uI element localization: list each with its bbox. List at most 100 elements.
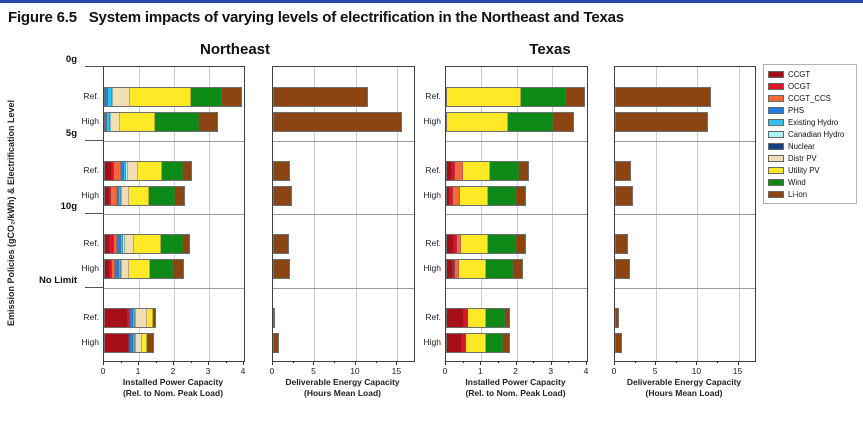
existing-hydro-segment	[132, 333, 135, 352]
row-label-5g-ref: Ref.	[425, 164, 441, 175]
bar-10g-high	[273, 259, 291, 279]
li-ion-segment	[616, 235, 628, 253]
ocgt-segment	[452, 260, 456, 278]
wind-segment	[488, 186, 517, 205]
li-ion-segment	[518, 161, 529, 180]
x-tick-label: 1	[477, 366, 483, 376]
li-ion-segment	[153, 308, 155, 327]
bar-0g-high	[615, 112, 708, 132]
legend-label: Canadian Hydro	[788, 129, 845, 139]
ccgt-segment	[447, 308, 465, 327]
legend-label: Wind	[788, 177, 806, 187]
row-label-10g-high: High	[81, 263, 99, 273]
ocgt-segment	[128, 333, 131, 352]
distr-pv-segment	[122, 186, 129, 205]
canadian-hydro-segment	[111, 88, 114, 106]
phs-segment	[105, 113, 108, 131]
row-label-5g-high: High	[81, 189, 99, 200]
distr-pv-segment	[113, 88, 131, 106]
bar-no-limit-ref	[446, 307, 511, 328]
x-tick-minor	[462, 361, 464, 363]
bar-no-limit-high	[615, 332, 623, 353]
phs-segment	[121, 161, 124, 180]
li-ion-segment	[616, 333, 622, 352]
legend-label: CCGT_CCS	[788, 93, 831, 103]
y-axis-label: Emission Policies (gCO₂/kWh) & Electrifi…	[6, 99, 16, 327]
x-tick-label: 0	[100, 366, 106, 376]
x-tick-major	[515, 361, 517, 365]
bar-5g-high	[273, 185, 293, 206]
x-axis-title: Deliverable Energy Capacity (Hours Mean L…	[252, 377, 433, 398]
li-ion-segment	[274, 161, 290, 180]
li-ion-segment	[182, 235, 190, 253]
bar-5g-ref	[446, 160, 530, 181]
x-tick-label: 15	[732, 366, 743, 376]
bar-10g-ref	[615, 234, 629, 254]
x-tick-label: 2	[513, 366, 518, 376]
canadian-hydro-segment	[135, 308, 137, 327]
x-tick-label: 5	[652, 366, 658, 376]
x-axis-title-line: (Rel. to Nom. Peak Load)	[122, 387, 224, 398]
legend-item-wind: Wind	[768, 176, 852, 188]
legend-item-existing-hydro: Existing Hydro	[768, 116, 852, 128]
region-title-northeast: Northeast	[199, 41, 270, 58]
row-label-0g-ref: Ref.	[83, 91, 99, 101]
li-ion-segment	[502, 333, 509, 352]
utility-pv-segment	[146, 308, 154, 327]
li-ion-segment	[552, 113, 573, 131]
group-label-10g: 10g	[60, 201, 77, 212]
legend-label: Distr PV	[788, 153, 817, 163]
x-tick-minor	[225, 361, 227, 363]
x-tick-major	[480, 361, 482, 365]
ccgt-ccs-segment	[111, 186, 117, 205]
row-label-no-limit-ref: Ref.	[83, 311, 99, 322]
bar-0g-high	[446, 112, 574, 132]
x-tick-major	[445, 361, 446, 365]
ccgt-segment	[105, 308, 128, 327]
wind-segment	[190, 88, 222, 106]
header-accent-rule	[0, 0, 863, 3]
li-ion-segment	[198, 113, 217, 131]
x-tick-label: 0	[442, 366, 448, 376]
li-ion-segment	[274, 113, 401, 131]
bar-no-limit-high	[104, 332, 155, 353]
bar-no-limit-high	[273, 332, 279, 353]
group-separator	[104, 140, 244, 142]
bar-0g-ref	[446, 87, 586, 107]
ocgt-segment	[109, 186, 112, 205]
group-tick	[85, 139, 103, 141]
phs-segment	[130, 333, 133, 352]
utility-pv-segment	[134, 235, 161, 253]
distr-pv-segment	[136, 308, 147, 327]
x-tick-major	[737, 361, 739, 365]
x-axis-title-line: Installed Power Capacity	[122, 377, 224, 387]
wind-segment	[489, 161, 519, 180]
bar-10g-high	[104, 259, 184, 279]
existing-hydro-segment	[123, 161, 127, 180]
panel-texas-deliverable-energy-capacity	[614, 66, 756, 362]
li-ion-segment	[616, 161, 631, 180]
utility-pv-segment	[142, 333, 147, 352]
li-ion-segment	[173, 260, 183, 278]
ccgt-segment	[105, 260, 110, 278]
x-tick-minor	[533, 361, 535, 363]
li-ion-segment	[274, 260, 290, 278]
bar-5g-ref	[615, 160, 632, 181]
distr-pv-swatch-icon	[768, 154, 784, 162]
row-label-5g-high: High	[423, 189, 441, 200]
x-tick-label: 5	[311, 366, 316, 376]
li-ion-segment	[505, 308, 510, 327]
panel-northeast-deliverable-energy-capacity	[272, 66, 415, 362]
phs-segment	[116, 186, 120, 205]
bar-10g-ref	[104, 234, 191, 254]
x-tick-major	[272, 361, 273, 365]
x-tick-major	[313, 361, 315, 365]
li-ion-segment	[616, 308, 619, 327]
ccgt-segment	[105, 186, 110, 205]
group-separator	[615, 140, 755, 142]
bar-5g-ref	[104, 160, 193, 181]
bar-10g-high	[615, 259, 631, 279]
group-separator	[273, 214, 414, 215]
ccgt-segment	[447, 260, 453, 278]
group-tick	[85, 286, 103, 288]
